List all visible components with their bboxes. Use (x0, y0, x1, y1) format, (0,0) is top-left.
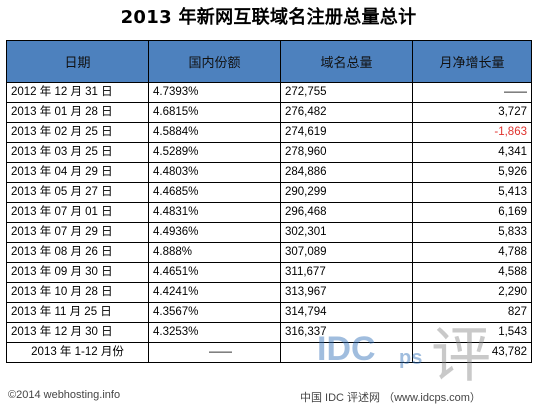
cell-total: 302,301 (280, 222, 413, 243)
cell-date: 2013 年 03 月 25 日 (6, 142, 149, 163)
header-total: 域名总量 (280, 40, 413, 83)
cell-growth: -1,863 (412, 122, 532, 143)
cell-growth: 6,169 (412, 202, 532, 223)
copyright-footer: ©2014 webhosting.info (8, 389, 121, 401)
cell-share: 4.888% (148, 242, 281, 263)
header-growth: 月净增长量 (412, 40, 532, 83)
cell-growth: 2,290 (412, 282, 532, 303)
cell-total: 316,337 (280, 322, 413, 343)
cell-share: 4.3567% (148, 302, 281, 323)
cell-growth: —— (412, 82, 532, 103)
cell-growth: 5,833 (412, 222, 532, 243)
cell-total: 290,299 (280, 182, 413, 203)
table-header: 日期 国内份额 域名总量 月净增长量 (6, 40, 532, 83)
cell-total: 311,677 (280, 262, 413, 283)
cell-growth: 4,788 (412, 242, 532, 263)
cell-total: 314,794 (280, 302, 413, 323)
cell-date: 2013 年 09 月 30 日 (6, 262, 149, 283)
table-row: 2013 年 04 月 29 日 4.4803% 284,886 5,926 (6, 162, 532, 183)
table-row: 2013 年 11 月 25 日 4.3567% 314,794 827 (6, 302, 532, 323)
cell-share: 4.7393% (148, 82, 281, 103)
table-body: 2012 年 12 月 31 日 4.7393% 272,755 —— 2013 年 0… (6, 82, 532, 363)
header-date: 日期 (6, 40, 149, 83)
cell-share: 4.4936% (148, 222, 281, 243)
table-row: 2013 年 03 月 25 日 4.5289% 278,960 4,341 (6, 142, 532, 163)
cell-share: 4.5289% (148, 142, 281, 163)
cell-share: 4.5884% (148, 122, 281, 143)
table-row: 2013 年 09 月 30 日 4.4651% 311,677 4,588 (6, 262, 532, 283)
cell-share: 4.4803% (148, 162, 281, 183)
cell-date: 2013 年 04 月 29 日 (6, 162, 149, 183)
cell-share: 4.4651% (148, 262, 281, 283)
cell-growth: 827 (412, 302, 532, 323)
cell-total: 313,967 (280, 282, 413, 303)
cell-total: 284,886 (280, 162, 413, 183)
header-share: 国内份额 (148, 40, 281, 83)
cell-date: 2013 年 08 月 26 日 (6, 242, 149, 263)
page-title: 2013 年新网互联域名注册总量总计 (120, 7, 417, 28)
cell-share: 4.4685% (148, 182, 281, 203)
table-row: 2013 年 02 月 25 日 4.5884% 274,619 -1,863 (6, 122, 532, 143)
cell-share: 4.6815% (148, 102, 281, 123)
cell-date: 2013 年 02 月 25 日 (6, 122, 149, 143)
cell-date: 2013 年 05 月 27 日 (6, 182, 149, 203)
cell-total: 274,619 (280, 122, 413, 143)
cell-date: 2013 年 10 月 28 日 (6, 282, 149, 303)
cell-share: 4.3253% (148, 322, 281, 343)
cell-date: 2013 年 07 月 01 日 (6, 202, 149, 223)
cell-growth: 43,782 (412, 342, 532, 363)
cell-date: 2013 年 01 月 28 日 (6, 102, 149, 123)
cell-date: 2013 年 1-12 月份 (6, 342, 149, 363)
cell-share: —— (148, 342, 281, 363)
table-row: 2013 年 07 月 29 日 4.4936% 302,301 5,833 (6, 222, 532, 243)
cell-growth: 3,727 (412, 102, 532, 123)
cell-growth: 5,413 (412, 182, 532, 203)
cell-date: 2013 年 12 月 30 日 (6, 322, 149, 343)
cell-growth: 4,588 (412, 262, 532, 283)
table-total-row: 2013 年 1-12 月份 —— 43,782 (6, 342, 532, 363)
table-row: 2013 年 12 月 30 日 4.3253% 316,337 1,543 (6, 322, 532, 343)
cell-share: 4.4831% (148, 202, 281, 223)
table-row: 2012 年 12 月 31 日 4.7393% 272,755 —— (6, 82, 532, 103)
cell-total: 276,482 (280, 102, 413, 123)
cell-total: 296,468 (280, 202, 413, 223)
cell-total: 272,755 (280, 82, 413, 103)
cell-growth: 5,926 (412, 162, 532, 183)
table-row: 2013 年 07 月 01 日 4.4831% 296,468 6,169 (6, 202, 532, 223)
registration-table: 日期 国内份额 域名总量 月净增长量 2012 年 12 月 31 日 4.739… (6, 40, 532, 363)
table-row: 2013 年 10 月 28 日 4.4241% 313,967 2,290 (6, 282, 532, 303)
cell-total: 278,960 (280, 142, 413, 163)
cell-growth: 4,341 (412, 142, 532, 163)
cell-date: 2013 年 07 月 29 日 (6, 222, 149, 243)
source-footer: 中国 IDC 评述网 （www.idcps.com） (300, 392, 481, 404)
cell-share: 4.4241% (148, 282, 281, 303)
table-row: 2013 年 05 月 27 日 4.4685% 290,299 5,413 (6, 182, 532, 203)
cell-growth: 1,543 (412, 322, 532, 343)
cell-date: 2012 年 12 月 31 日 (6, 82, 149, 103)
cell-total: 307,089 (280, 242, 413, 263)
cell-total (280, 342, 413, 363)
cell-date: 2013 年 11 月 25 日 (6, 302, 149, 323)
table-row: 2013 年 01 月 28 日 4.6815% 276,482 3,727 (6, 102, 532, 123)
table-row: 2013 年 08 月 26 日 4.888% 307,089 4,788 (6, 242, 532, 263)
